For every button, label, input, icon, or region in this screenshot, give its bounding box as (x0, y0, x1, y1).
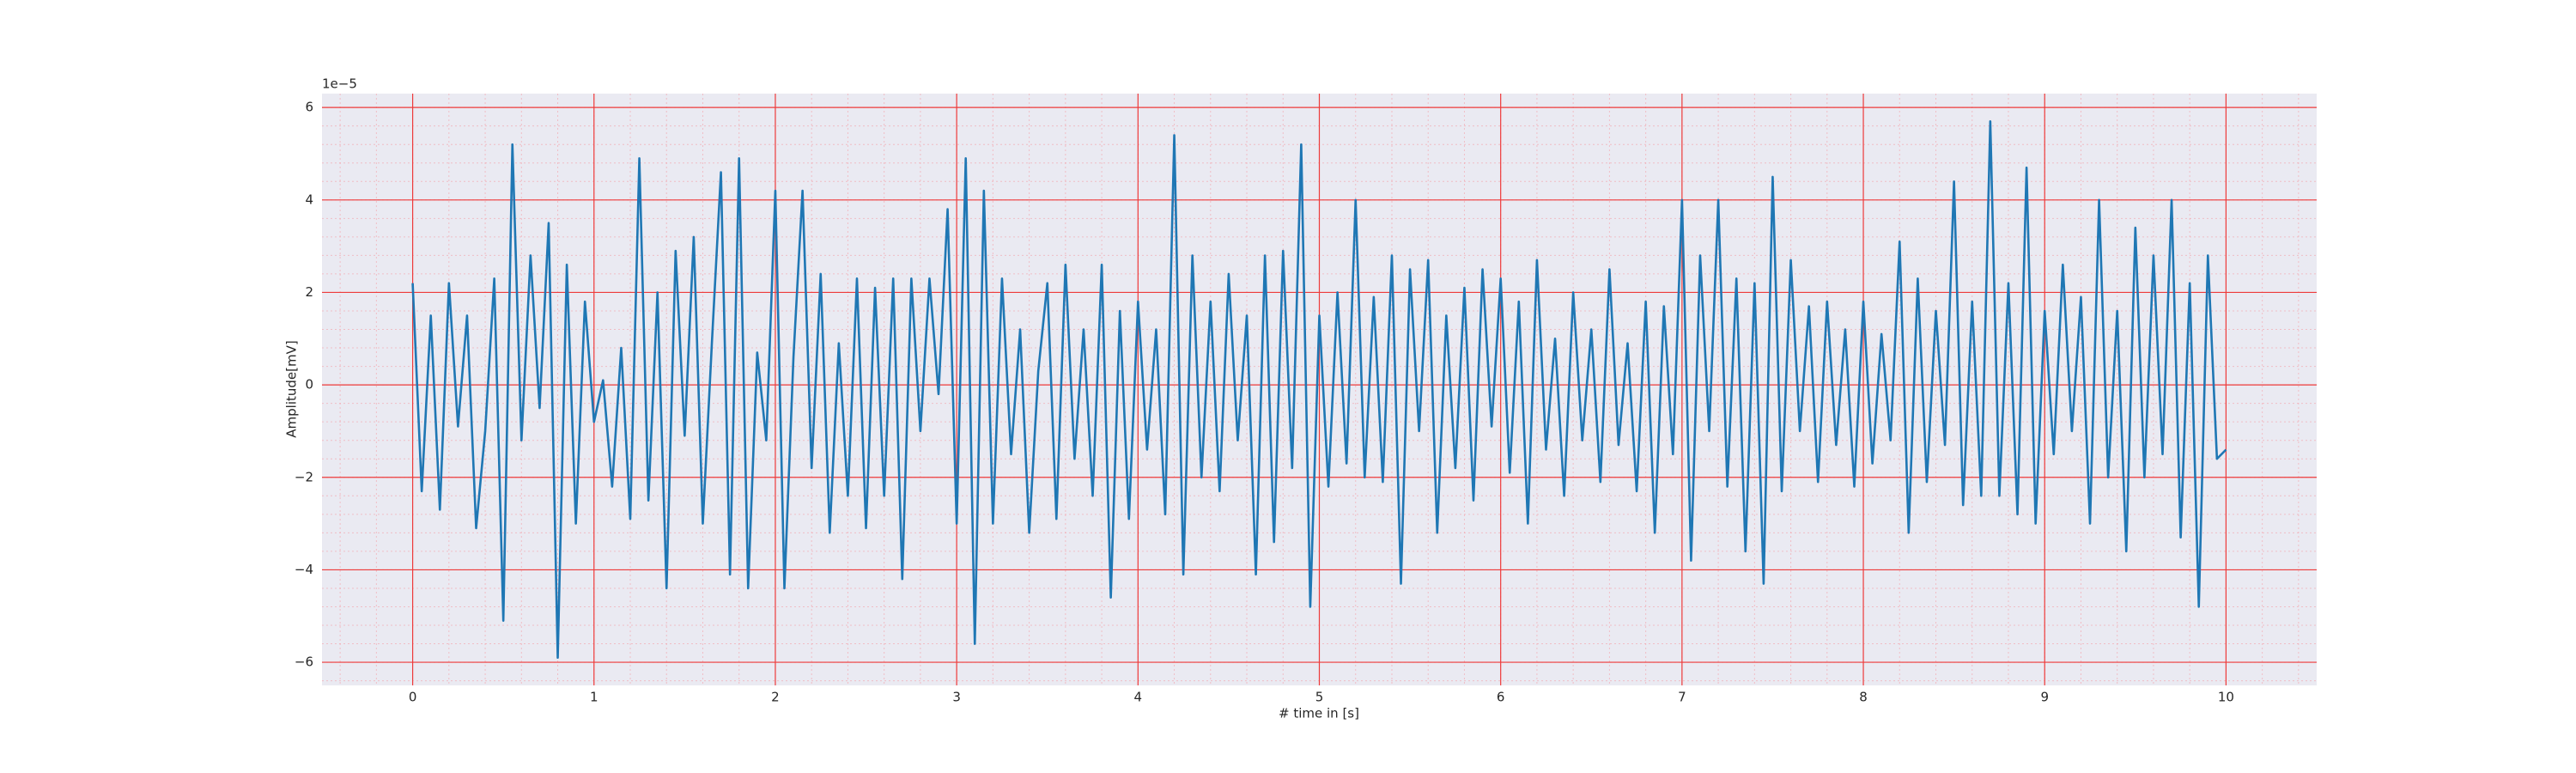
x-axis-label: # time in [s] (1279, 706, 1359, 721)
x-tick-label: 2 (771, 690, 780, 705)
y-tick-label: −6 (295, 654, 313, 670)
x-tick-label: 5 (1315, 690, 1324, 705)
y-tick-label: −4 (295, 562, 313, 577)
y-tick-label: −2 (295, 469, 313, 484)
x-tick-label: 6 (1497, 690, 1505, 705)
y-axis-label: Amplitude[mV] (284, 340, 300, 437)
y-tick-label: 2 (305, 284, 313, 300)
y-tick-label: 4 (305, 192, 313, 207)
x-tick-label: 7 (1678, 690, 1686, 705)
x-tick-label: 4 (1134, 690, 1143, 705)
x-tick-label: 9 (2040, 690, 2049, 705)
y-tick-label: 0 (305, 377, 313, 393)
y-offset-text: 1e−5 (322, 76, 357, 92)
x-tick-label: 0 (409, 690, 417, 705)
x-tick-label: 1 (590, 690, 598, 705)
signal-line (411, 120, 2227, 659)
x-tick-label: 8 (1859, 690, 1868, 705)
y-tick-label: 6 (305, 100, 313, 115)
x-tick-label: 10 (2218, 690, 2234, 705)
x-tick-label: 3 (952, 690, 961, 705)
